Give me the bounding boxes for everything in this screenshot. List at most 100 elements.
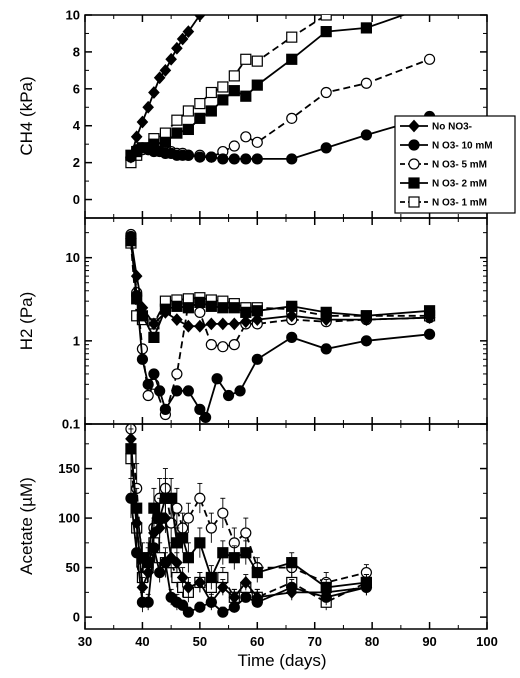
data-point-n5 (240, 131, 252, 143)
data-point-no_no3 (159, 305, 172, 319)
series-n10 (125, 230, 436, 424)
legend-items: No NO3- N O3- 10 mM N O3- 5 mM N O3- 2 mM N … (400, 119, 493, 209)
data-point-no_no3 (182, 25, 195, 39)
data-point-n1 (240, 53, 252, 65)
data-point-n2 (205, 300, 217, 312)
legend-marker (408, 158, 420, 170)
data-point-no_no3 (171, 556, 183, 570)
y-tick-label: 4 (73, 118, 81, 133)
data-point-no_no3 (153, 71, 166, 85)
legend-label: No NO3- (432, 122, 472, 133)
data-point-n10 (240, 153, 252, 165)
data-point-no_no3 (182, 581, 195, 594)
data-point-n1 (361, 0, 371, 9)
data-point-n2 (182, 552, 194, 564)
data-point-n2 (228, 552, 240, 564)
y-tick-label: 10 (66, 8, 80, 23)
data-point-no_no3 (360, 581, 373, 594)
data-point-n10 (194, 151, 206, 163)
data-point-no_no3 (194, 15, 206, 22)
panel-series (125, 228, 436, 424)
data-point-n1 (205, 86, 217, 99)
y-tick-label: 6 (73, 81, 80, 96)
ylabel-h2: H2 (Pa) (17, 292, 36, 351)
data-point-n2 (217, 302, 229, 314)
y-tick-label: 0 (73, 610, 80, 625)
data-point-n1 (320, 15, 332, 21)
y-tick-label: 10 (66, 250, 80, 265)
data-point-n10 (205, 151, 217, 163)
data-point-n5 (228, 140, 240, 152)
data-point-no_no3 (285, 585, 298, 599)
data-point-no_no3 (205, 595, 218, 609)
y-tick-label: 8 (73, 44, 80, 59)
y-tick-label: 0 (73, 192, 80, 207)
data-point-n10 (217, 153, 229, 165)
y-tick-label: 2 (73, 155, 80, 170)
data-point-n5 (194, 306, 206, 318)
data-point-no_no3 (130, 130, 143, 144)
data-point-n2 (251, 566, 263, 579)
data-point-no_no3 (136, 301, 149, 315)
data-point-no_no3 (239, 315, 252, 329)
data-point-n5 (360, 77, 372, 89)
data-point-n10 (240, 591, 252, 603)
data-point-no_no3 (228, 590, 241, 604)
data-point-no_no3 (176, 571, 189, 584)
x-tick-label: 90 (422, 634, 436, 649)
data-point-no_no3 (125, 150, 137, 164)
data-point-n10 (320, 142, 332, 154)
data-point-n1 (171, 114, 183, 126)
legend-label: N O3- 10 mM (432, 141, 493, 152)
y-tick-label: 50 (66, 560, 80, 575)
data-point-n10 (136, 353, 149, 365)
data-point-n2 (148, 138, 160, 150)
data-point-n1 (194, 97, 206, 110)
data-point-n10 (159, 403, 171, 415)
x-tick-label: 40 (135, 634, 149, 649)
legend-label: N O3- 2 mM (432, 179, 487, 190)
data-point-n5 (142, 389, 154, 402)
data-point-no_no3 (130, 516, 143, 530)
data-point-no_no3 (320, 313, 333, 327)
data-point-no_no3 (130, 269, 143, 283)
data-point-n2 (320, 26, 332, 38)
data-point-no_no3 (251, 313, 264, 327)
data-point-no_no3 (125, 432, 137, 446)
data-point-no_no3 (217, 317, 229, 331)
data-point-n2 (136, 142, 149, 154)
x-tick-label: 60 (250, 634, 264, 649)
data-point-n2 (171, 300, 183, 312)
x-tick-label: 70 (307, 634, 321, 649)
xlabel: Time (days) (237, 651, 326, 670)
data-point-n2 (240, 90, 252, 102)
data-point-n10 (234, 385, 246, 397)
data-point-n5 (217, 341, 229, 353)
x-tick-label: 80 (365, 634, 379, 649)
data-point-n1 (182, 105, 194, 117)
data-point-n5 (423, 53, 436, 65)
series-no_no3 (125, 232, 436, 333)
data-point-n10 (154, 566, 166, 579)
data-point-n5 (182, 512, 194, 524)
legend-marker (408, 139, 420, 151)
ylabel-acetate: Acetate (µM) (17, 477, 36, 575)
data-point-no_no3 (125, 232, 137, 245)
data-point-n5 (240, 527, 252, 539)
data-point-no_no3 (423, 311, 436, 325)
data-point-n2 (165, 492, 177, 504)
data-point-n2 (360, 22, 372, 34)
data-point-n5 (205, 339, 217, 351)
data-point-n10 (182, 606, 194, 618)
y-tick-label: 100 (58, 511, 80, 526)
data-point-n2 (217, 547, 229, 559)
data-point-n5 (171, 368, 183, 380)
data-point-no_no3 (159, 511, 172, 525)
data-point-no_no3 (142, 566, 154, 579)
data-point-n2 (251, 79, 263, 91)
panel-h2: 0.1 1 10 (62, 217, 488, 432)
data-point-n2 (159, 136, 171, 148)
data-point-n2 (182, 123, 194, 136)
